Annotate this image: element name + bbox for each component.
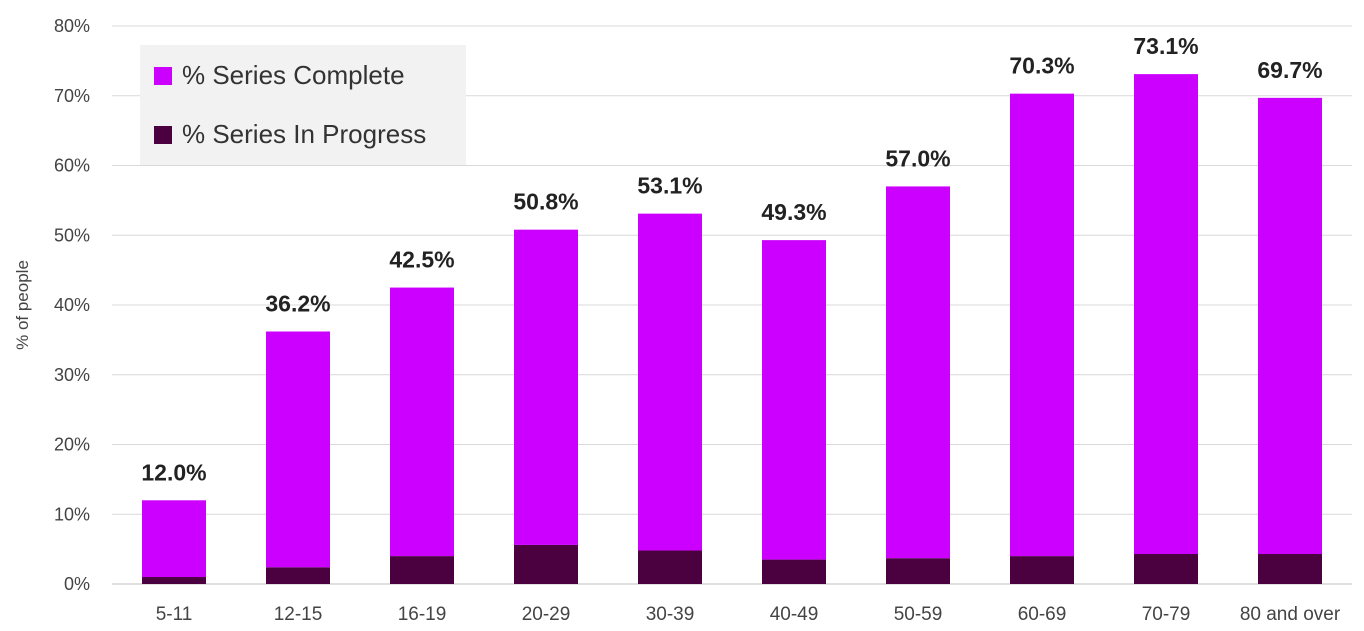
legend-swatch-in-progress xyxy=(154,126,172,144)
x-category-label: 40-49 xyxy=(770,604,819,625)
y-axis-tick-labels: 0% 10% 20% 30% 40% 50% 60% 70% 80% xyxy=(54,16,90,594)
bar-data-label: 73.1% xyxy=(1133,33,1198,59)
y-tick-label: 50% xyxy=(54,225,90,245)
legend: % Series Complete % Series In Progress xyxy=(140,45,466,165)
legend-swatch-complete xyxy=(154,67,172,85)
x-category-label: 12-15 xyxy=(274,604,323,625)
x-category-label: 80 and over xyxy=(1240,604,1341,625)
bar-segment-complete xyxy=(762,240,826,560)
bar-data-label: 50.8% xyxy=(513,189,578,215)
x-category-label: 50-59 xyxy=(894,604,943,625)
x-axis-category-labels: 5-11 12-15 16-19 20-29 30-39 40-49 50-59 60-69 7… xyxy=(156,604,1341,625)
x-category-label: 16-19 xyxy=(398,604,447,625)
x-category-label: 5-11 xyxy=(156,604,193,625)
bar-data-label: 70.3% xyxy=(1009,53,1074,79)
legend-label-complete: % Series Complete xyxy=(182,60,405,90)
bar-segment-complete xyxy=(886,186,950,559)
bar-segment-in-progress xyxy=(266,567,330,584)
bar-segment-in-progress xyxy=(1258,554,1322,584)
bar-segment-in-progress xyxy=(1010,556,1074,584)
bar-data-label: 49.3% xyxy=(761,199,826,225)
bar-data-label: 42.5% xyxy=(389,247,454,273)
bar-segment-complete xyxy=(1134,74,1198,555)
x-category-label: 70-79 xyxy=(1142,604,1191,625)
bar-segment-in-progress xyxy=(390,556,454,584)
bar-data-label: 36.2% xyxy=(265,291,330,317)
bar-segment-complete xyxy=(390,287,454,557)
y-tick-label: 0% xyxy=(64,574,90,594)
y-tick-label: 40% xyxy=(54,295,90,315)
bar-data-label: 12.0% xyxy=(141,459,206,485)
bar-segment-in-progress xyxy=(1134,554,1198,584)
bar-data-label: 53.1% xyxy=(637,173,702,199)
legend-label-in-progress: % Series In Progress xyxy=(182,119,426,149)
x-category-label: 60-69 xyxy=(1018,604,1067,625)
legend-background xyxy=(140,45,466,165)
y-tick-label: 20% xyxy=(54,435,90,455)
bar-data-label: 69.7% xyxy=(1257,57,1322,83)
bar-segment-in-progress xyxy=(142,577,206,584)
bar-segment-complete xyxy=(142,500,206,578)
bar-segment-complete xyxy=(514,229,578,545)
y-axis-label: % of people xyxy=(13,260,32,350)
bar-segment-complete xyxy=(1010,93,1074,557)
y-tick-label: 80% xyxy=(54,16,90,36)
bar-segment-in-progress xyxy=(514,544,578,584)
bar-data-label: 57.0% xyxy=(885,145,950,171)
y-tick-label: 60% xyxy=(54,156,90,176)
bar-segment-complete xyxy=(266,331,330,568)
bar-segment-in-progress xyxy=(762,559,826,584)
x-category-label: 20-29 xyxy=(522,604,571,625)
bar-segment-complete xyxy=(638,213,702,551)
y-tick-label: 30% xyxy=(54,365,90,385)
y-tick-label: 10% xyxy=(54,504,90,524)
bar-segment-in-progress xyxy=(638,550,702,584)
x-category-label: 30-39 xyxy=(646,604,695,625)
bar-segment-in-progress xyxy=(886,558,950,584)
bar-segment-complete xyxy=(1258,97,1322,555)
y-tick-label: 70% xyxy=(54,86,90,106)
data-labels: 12.0% 36.2% 42.5% 50.8% 53.1% 49.3% 57.0% 70.3%… xyxy=(141,33,1322,485)
bars xyxy=(142,74,1322,584)
